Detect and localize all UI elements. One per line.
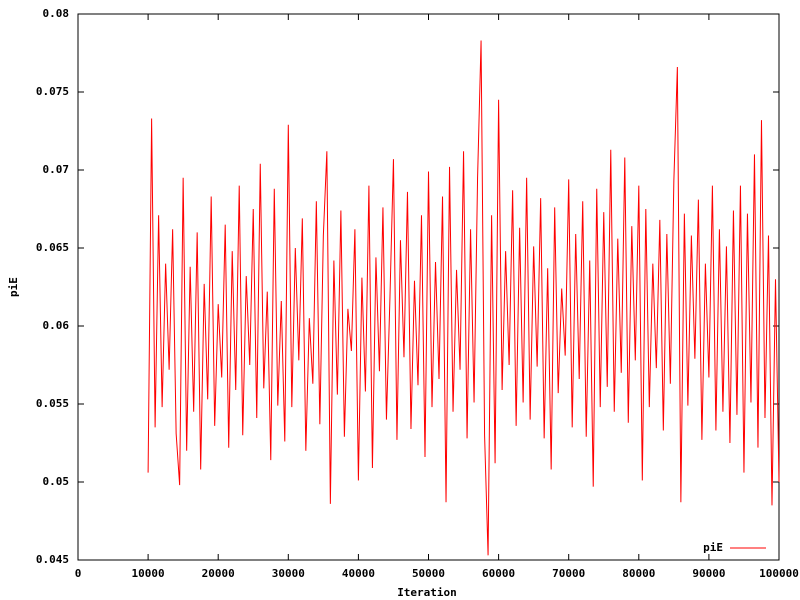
x-tick-label: 100000 xyxy=(759,567,799,580)
x-tick-label: 10000 xyxy=(132,567,165,580)
y-tick-label: 0.06 xyxy=(43,319,70,332)
y-tick-label: 0.07 xyxy=(43,163,70,176)
y-tick-label: 0.05 xyxy=(43,475,70,488)
y-tick-label: 0.075 xyxy=(36,85,69,98)
plot-frame xyxy=(77,13,780,561)
x-tick-label: 90000 xyxy=(692,567,725,580)
x-tick-label: 60000 xyxy=(482,567,515,580)
x-tick-label: 80000 xyxy=(622,567,655,580)
x-tick-label: 50000 xyxy=(412,567,445,580)
y-tick-label: 0.065 xyxy=(36,241,69,254)
x-tick-label: 30000 xyxy=(272,567,305,580)
y-tick-label: 0.055 xyxy=(36,397,69,410)
y-tick-label: 0.08 xyxy=(43,7,70,20)
data-line xyxy=(147,40,780,556)
x-tick-label: 20000 xyxy=(202,567,235,580)
x-axis-label: Iteration xyxy=(397,586,457,599)
x-tick-label: 0 xyxy=(75,567,82,580)
x-tick-label: 70000 xyxy=(552,567,585,580)
y-tick-label: 0.045 xyxy=(36,553,69,566)
legend-label: piE xyxy=(703,541,723,554)
y-axis-label: piE xyxy=(7,277,20,297)
x-tick-label: 40000 xyxy=(342,567,375,580)
